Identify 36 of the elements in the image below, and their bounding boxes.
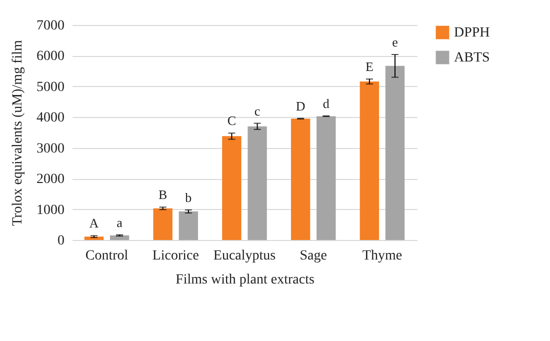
x-tick-label: Sage (300, 248, 327, 264)
data-label: C (227, 113, 236, 128)
bar (178, 211, 198, 240)
bar (248, 126, 267, 240)
bar (385, 66, 405, 240)
data-label: d (322, 96, 330, 111)
bar (222, 136, 242, 240)
legend-label: DPPH (454, 26, 490, 40)
y-tick-label: 4000 (36, 110, 64, 126)
y-tick-label: 2000 (36, 172, 64, 188)
x-tick-label: Thyme (362, 248, 402, 264)
x-tick-label: Control (85, 248, 128, 264)
bar (290, 118, 310, 240)
data-label: D (296, 98, 306, 114)
data-label: b (185, 190, 192, 205)
y-tick-label: 1000 (36, 202, 64, 218)
y-tick-label: 7000 (36, 18, 64, 34)
x-axis-title: Films with plant extracts (176, 272, 314, 288)
bar (153, 208, 172, 240)
data-label: E (365, 59, 374, 74)
x-tick-label: Licorice (152, 248, 199, 264)
data-label: c (254, 103, 260, 118)
y-tick-label: 5000 (36, 80, 64, 95)
data-label: B (158, 187, 168, 202)
bar (110, 235, 130, 240)
data-label: e (392, 34, 398, 50)
y-tick-label: 0 (58, 234, 64, 248)
data-label: a (116, 214, 123, 230)
bar (360, 82, 380, 240)
y-tick-label: 6000 (36, 49, 64, 64)
legend-label: ABTS (454, 50, 490, 66)
bar (316, 116, 336, 240)
y-tick-label: 3000 (36, 141, 64, 156)
x-tick-label: Eucalyptus (213, 248, 276, 264)
y-axis-title: Trolox equivalents (uM)/mg film (10, 40, 26, 226)
data-label: A (89, 216, 100, 231)
